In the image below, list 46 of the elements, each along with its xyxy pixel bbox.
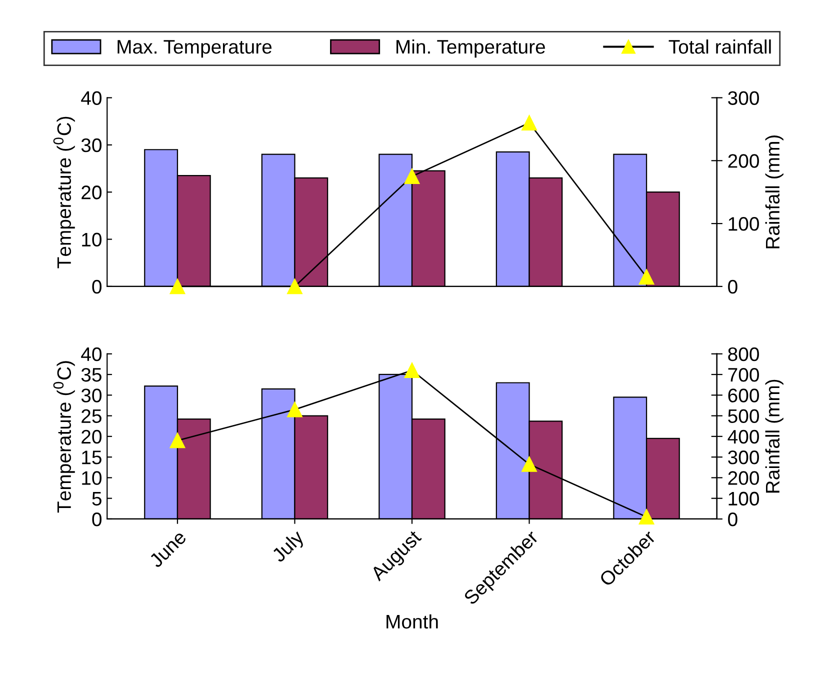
y2-tick-label: 0 [728,512,738,526]
y-tick-label: 10 [82,471,102,485]
y-tick-label: 5 [92,492,102,506]
y-tick-label: 40 [81,91,102,105]
point [404,168,420,184]
y2-tick-label: 600 [728,388,759,402]
y-tick-label: 20 [82,186,102,200]
y-tick-label: 20 [82,430,102,444]
x-tick-label: July [270,528,308,566]
y-tick-label: 0 [92,280,102,294]
legend-label: Max. Temperature [118,40,272,58]
y2-tick-label: 200 [728,471,759,485]
y-tick-label: 30 [81,388,102,402]
point [404,362,420,378]
legend-label: Total rainfall [668,39,771,54]
y-axis-title: Temperature ($^{0}$C) [53,361,75,513]
y-tick-label: 0 [92,512,102,526]
y-tick-label: 25 [82,409,102,424]
y-tick-label: 10 [82,232,102,247]
y2-tick-label: 800 [728,347,759,362]
point [287,278,302,294]
y2-tick-label: 400 [728,430,759,444]
y2-tick-label: 300 [728,91,759,105]
point [638,269,654,285]
point [522,115,537,131]
y2-tick-label: 700 [728,368,759,382]
x-axis-title: Month [386,614,438,629]
y2-axis-title: Rainfall (mm) [765,135,784,248]
y-tick-label: 35 [81,368,102,382]
point [522,456,537,472]
y2-axis-title: Rainfall (mm) [765,380,784,493]
point [170,278,186,294]
y-tick-label: 40 [81,347,102,362]
y2-tick-label: 200 [728,154,759,168]
y-axis-title: Temperature ($^{0}$C) [53,116,75,268]
y-tick-label: 15 [82,450,102,464]
y2-tick-label: 100 [728,217,759,231]
legend-label: Min. Temperature [396,39,545,58]
point [638,509,654,525]
y2-tick-label: 0 [728,280,738,294]
point [287,402,302,418]
y2-tick-label: 100 [728,492,759,506]
y-tick-label: 30 [81,138,102,152]
y2-tick-label: 500 [728,409,759,424]
point [170,432,186,448]
y2-tick-label: 300 [728,450,759,464]
